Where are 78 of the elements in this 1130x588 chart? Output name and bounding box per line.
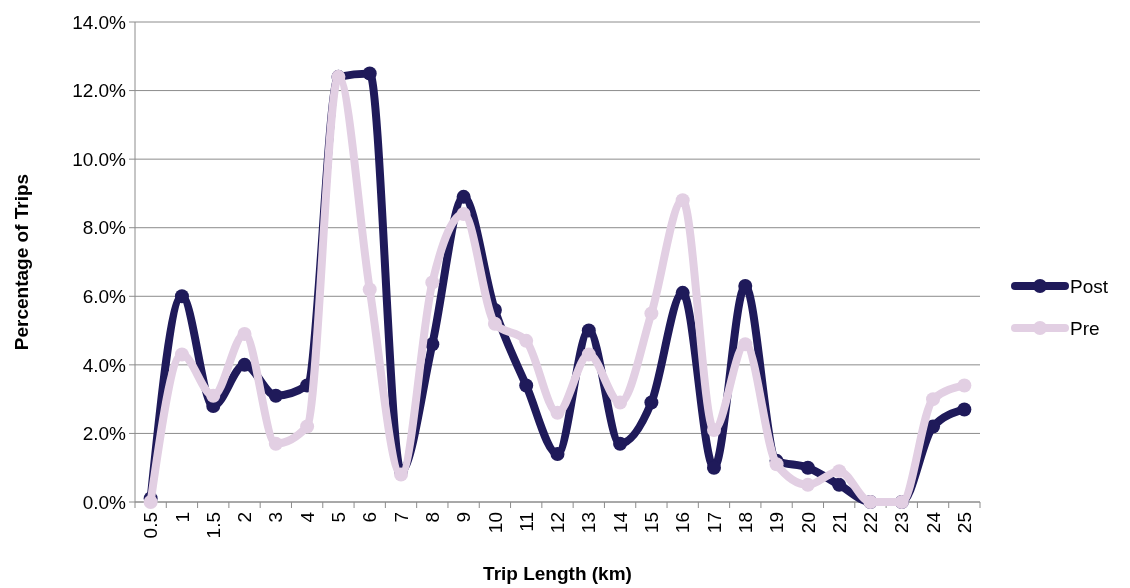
x-tick-label: 10 [484, 512, 506, 534]
point [237, 327, 252, 341]
point [362, 282, 377, 297]
point [581, 347, 596, 362]
point [425, 275, 440, 290]
point [613, 395, 628, 410]
y-tick-label: 4.0% [82, 354, 127, 376]
x-tick-label: 5 [328, 512, 350, 523]
x-tick-label: 20 [797, 512, 819, 534]
x-tick-label: 17 [703, 512, 725, 534]
point [237, 357, 252, 372]
x-axis-title: Trip Length (km) [483, 563, 632, 584]
y-tick-label: 8.0% [82, 217, 127, 239]
point [926, 419, 941, 434]
point [644, 306, 659, 321]
x-tick-label: 11 [515, 512, 537, 532]
point [268, 388, 283, 403]
point [362, 66, 377, 81]
point [456, 207, 471, 221]
point [206, 388, 221, 403]
point [300, 419, 315, 434]
x-tick-label: 9 [453, 512, 475, 523]
x-tick-label: 15 [641, 512, 663, 534]
point [519, 378, 534, 393]
x-tick-label: 14 [609, 511, 631, 534]
legend-label: Post [1070, 275, 1109, 297]
y-axis-title: Percentage of Trips [11, 173, 32, 351]
legend-label: Pre [1070, 317, 1100, 339]
point [769, 457, 784, 472]
point [706, 423, 721, 437]
x-tick-label: 1.5 [202, 512, 224, 539]
x-tick-label: 7 [390, 512, 412, 523]
point [174, 347, 189, 362]
x-tick-label: 24 [922, 511, 944, 534]
point [613, 436, 628, 451]
point [832, 464, 847, 479]
x-tick-label: 16 [672, 512, 694, 534]
point [957, 402, 972, 417]
point [957, 378, 972, 393]
point [143, 495, 158, 509]
x-tick-label: 3 [265, 512, 287, 523]
x-tick-label: 19 [766, 512, 788, 534]
y-tick-label: 2.0% [82, 423, 127, 445]
x-tick-label: 2 [234, 512, 256, 523]
point [581, 323, 596, 338]
point [425, 337, 440, 352]
y-tick-label: 10.0% [72, 148, 127, 170]
point [456, 189, 471, 204]
x-tick-label: 6 [359, 512, 381, 523]
x-tick-label: 23 [891, 512, 913, 534]
point [487, 316, 502, 331]
point [174, 289, 189, 304]
point [926, 392, 941, 407]
x-tick-label: 1 [171, 512, 193, 523]
x-tick-label: 4 [296, 511, 318, 523]
point [550, 447, 565, 461]
y-tick-label: 0.0% [82, 491, 127, 513]
y-tick-label: 12.0% [72, 80, 127, 102]
y-tick-label: 6.0% [82, 285, 127, 307]
point [738, 337, 753, 352]
point [519, 333, 534, 348]
x-tick-label: 0.5 [140, 512, 162, 539]
y-tick-label: 14.0% [72, 11, 127, 33]
point [675, 193, 690, 208]
point [800, 477, 815, 492]
x-tick-label: 21 [828, 512, 850, 534]
point [675, 285, 690, 300]
point [644, 395, 659, 410]
x-tick-label: 8 [421, 512, 443, 523]
point [268, 436, 283, 451]
x-tick-label: 12 [547, 512, 569, 534]
x-tick-label: 18 [734, 512, 756, 534]
point [832, 477, 847, 492]
x-tick-label: 22 [860, 512, 882, 534]
point [800, 460, 815, 475]
x-tick-label: 25 [954, 512, 975, 534]
point [550, 405, 565, 420]
x-tick-label: 13 [578, 512, 600, 534]
